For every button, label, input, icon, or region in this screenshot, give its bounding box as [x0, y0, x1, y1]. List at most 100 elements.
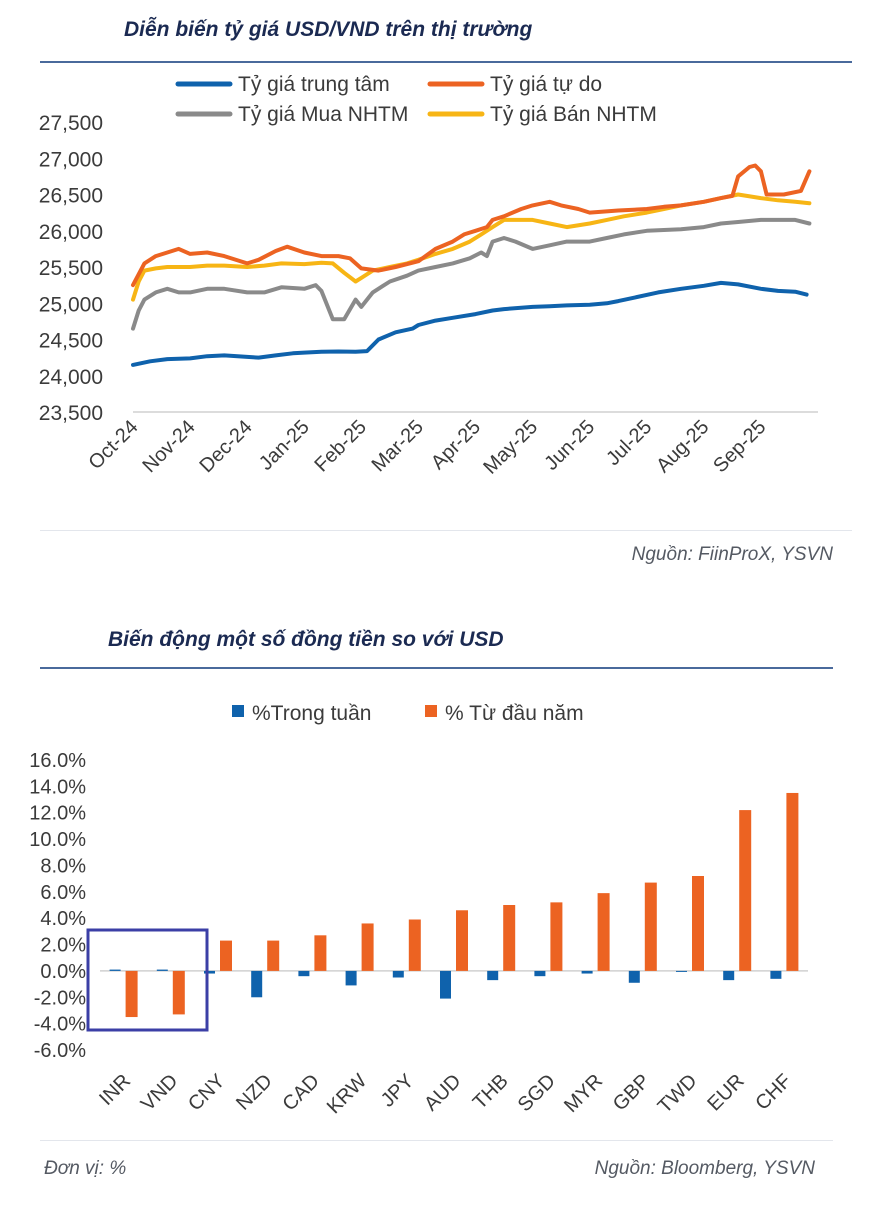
- y-tick-label: 8.0%: [40, 855, 86, 877]
- x-tick-label: TWD: [654, 1070, 702, 1118]
- y-tick-label: 4.0%: [40, 908, 86, 930]
- bar-ytd-cny: [220, 940, 232, 971]
- series-line-buy: [131, 217, 812, 331]
- x-tick-label: KRW: [323, 1070, 371, 1118]
- bar-weekly-eur: [723, 970, 735, 981]
- x-tick-label: Jul-25: [602, 416, 656, 470]
- bar-weekly-chf: [770, 970, 782, 979]
- x-tick-label: JPY: [377, 1070, 418, 1111]
- x-tick-label: MYR: [560, 1070, 607, 1117]
- bar-weekly-jpy: [392, 970, 404, 978]
- bar-weekly-cad: [298, 970, 310, 977]
- x-tick-label: Nov-24: [138, 416, 199, 477]
- legend-label-ytd: % Từ đầu năm: [445, 702, 584, 725]
- x-tick-label: AUD: [420, 1070, 465, 1115]
- x-tick-label: CHF: [751, 1070, 796, 1115]
- y-tick-label: 23,500: [39, 402, 103, 425]
- bar-weekly-twd: [676, 970, 687, 972]
- bar-ytd-krw: [361, 923, 374, 971]
- legend-label-buy: Tỷ giá Mua NHTM: [238, 103, 408, 126]
- y-tick-label: 25,500: [39, 257, 103, 280]
- bar-ytd-aud: [456, 910, 468, 971]
- x-tick-label: Jun-25: [540, 416, 599, 475]
- chart1-title-rule: [40, 61, 852, 63]
- y-tick-label: -2.0%: [34, 987, 86, 1009]
- legend-label-sell: Tỷ giá Bán NHTM: [490, 103, 657, 126]
- y-tick-label: 27,500: [39, 112, 103, 135]
- y-tick-label: 12.0%: [29, 803, 86, 825]
- x-tick-label: Apr-25: [427, 416, 485, 474]
- bar-ytd-chf: [786, 792, 799, 971]
- y-tick-label: 24,000: [39, 366, 103, 389]
- chart2-source: Nguồn: Bloomberg, YSVN: [594, 1158, 815, 1179]
- series-line-central: [131, 280, 809, 367]
- legend-label-central: Tỷ giá trung tâm: [238, 73, 390, 96]
- chart2-unit-note: Đơn vị: %: [44, 1158, 127, 1179]
- x-tick-label: Feb-25: [310, 416, 370, 476]
- x-tick-label: Mar-25: [368, 416, 428, 476]
- y-tick-label: -4.0%: [34, 1014, 86, 1036]
- chart1-source: Nguồn: FiinProX, YSVN: [631, 544, 833, 565]
- chart2-title: Biến động một số đồng tiền so với USD: [108, 628, 504, 651]
- bar-ytd-thb: [503, 905, 516, 971]
- chart2-divider: [40, 1140, 833, 1141]
- chart1-divider: [40, 530, 852, 531]
- series-line-free: [131, 163, 812, 288]
- x-tick-label: NZD: [232, 1070, 277, 1115]
- bar-weekly-cny: [204, 970, 215, 974]
- bar-weekly-inr: [109, 969, 121, 971]
- bar-ytd-eur: [739, 810, 752, 971]
- x-tick-label: THB: [469, 1070, 513, 1114]
- bar-ytd-sgd: [550, 902, 563, 971]
- x-tick-label: May-25: [479, 416, 542, 479]
- y-tick-label: 24,500: [39, 330, 103, 353]
- y-tick-label: 25,000: [39, 293, 103, 316]
- bar-weekly-myr: [581, 970, 593, 974]
- highlight-box: [86, 928, 209, 1032]
- x-tick-label: EUR: [703, 1070, 748, 1115]
- y-tick-label: 6.0%: [40, 882, 86, 904]
- x-tick-label: Jan-25: [255, 416, 314, 475]
- bar-weekly-aud: [440, 970, 451, 999]
- x-tick-label: INR: [95, 1070, 135, 1110]
- x-tick-label: CAD: [279, 1070, 324, 1115]
- bar-weekly-gbp: [628, 970, 640, 983]
- legend-swatch-weekly: [232, 705, 244, 717]
- y-tick-label: 10.0%: [29, 829, 86, 851]
- x-tick-label: Aug-25: [652, 416, 713, 477]
- y-tick-label: 14.0%: [29, 776, 86, 798]
- chart2-title-rule: [40, 667, 833, 669]
- bar-weekly-nzd: [251, 970, 263, 998]
- x-tick-label: VND: [137, 1070, 182, 1115]
- y-tick-label: 26,000: [39, 221, 103, 244]
- bar-ytd-vnd: [172, 970, 185, 1015]
- bar-ytd-myr: [597, 893, 610, 971]
- legend-label-free: Tỷ giá tự do: [490, 73, 602, 96]
- y-tick-label: 16.0%: [29, 750, 86, 772]
- legend-swatch-ytd: [425, 705, 437, 717]
- y-tick-label: 0.0%: [40, 961, 86, 983]
- x-tick-label: Sep-25: [709, 416, 770, 477]
- bar-ytd-gbp: [644, 882, 657, 971]
- x-tick-label: CNY: [184, 1070, 229, 1115]
- y-tick-label: 2.0%: [40, 935, 86, 957]
- chart2-bar-chart: %Trong tuần % Từ đầu năm 16.0% 14.0% 12.0% 10…: [29, 702, 808, 1118]
- y-tick-label: 26,500: [39, 185, 103, 208]
- bar-ytd-jpy: [408, 919, 421, 971]
- bar-weekly-thb: [487, 970, 499, 981]
- y-tick-label: -6.0%: [34, 1040, 86, 1062]
- bar-ytd-nzd: [267, 940, 280, 971]
- bar-ytd-inr: [125, 970, 138, 1018]
- bar-weekly-sgd: [534, 970, 546, 977]
- x-tick-label: Dec-24: [196, 416, 257, 477]
- bar-weekly-vnd: [156, 969, 168, 971]
- x-tick-label: SGD: [514, 1070, 560, 1116]
- legend-label-weekly: %Trong tuần: [252, 702, 371, 725]
- y-tick-label: 27,000: [39, 148, 103, 171]
- bar-ytd-twd: [692, 876, 704, 971]
- chart1-title: Diễn biến tỷ giá USD/VND trên thị trường: [124, 18, 533, 41]
- x-tick-label: GBP: [609, 1070, 654, 1115]
- bar-ytd-cad: [314, 935, 327, 971]
- chart1-line-chart: Tỷ giá trung tâm Tỷ giá tự do Tỷ giá Mua N…: [39, 73, 818, 479]
- chart1-title-box: [30, 8, 120, 52]
